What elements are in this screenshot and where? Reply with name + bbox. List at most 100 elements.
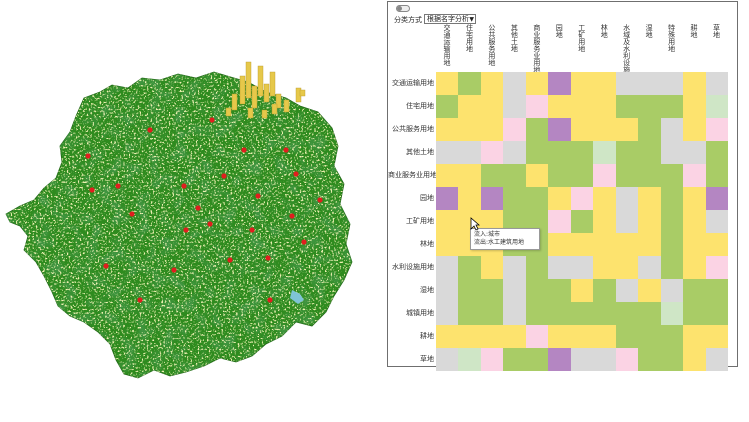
matrix-cell[interactable] [525,95,549,118]
matrix-cell[interactable] [503,348,527,371]
matrix-cell[interactable] [683,348,706,371]
matrix-cell[interactable] [480,187,504,210]
matrix-cell[interactable] [615,210,639,233]
matrix-cell[interactable] [570,279,594,302]
matrix-cell[interactable] [570,325,594,348]
matrix-cell[interactable] [458,72,482,95]
matrix-cell[interactable] [458,325,482,348]
matrix-cell[interactable] [593,233,617,256]
matrix-cell[interactable] [503,210,527,233]
matrix-cell[interactable] [548,141,572,164]
matrix-cell[interactable] [660,256,684,279]
matrix-cell[interactable] [436,72,459,95]
matrix-cell[interactable] [705,187,729,210]
matrix-cell[interactable] [525,256,549,279]
matrix-cell[interactable] [458,302,482,325]
matrix-cell[interactable] [436,325,459,348]
matrix-cell[interactable] [503,164,527,187]
matrix-cell[interactable] [548,279,572,302]
matrix-cell[interactable] [615,302,639,325]
matrix-cell[interactable] [683,118,706,141]
matrix-cell[interactable] [683,233,706,256]
matrix-cell[interactable] [593,72,617,95]
matrix-cell[interactable] [705,325,729,348]
matrix-cell[interactable] [458,187,482,210]
matrix-cell[interactable] [503,325,527,348]
matrix-cell[interactable] [525,141,549,164]
matrix-cell[interactable] [570,95,594,118]
matrix-cell[interactable] [705,164,729,187]
matrix-cell[interactable] [458,95,482,118]
matrix-cell[interactable] [660,141,684,164]
matrix-cell[interactable] [480,256,504,279]
matrix-cell[interactable] [683,210,706,233]
matrix-cell[interactable] [638,279,662,302]
matrix-cell[interactable] [660,118,684,141]
matrix-cell[interactable] [660,348,684,371]
matrix-cell[interactable] [436,95,459,118]
matrix-cell[interactable] [548,302,572,325]
matrix-cell[interactable] [548,210,572,233]
matrix-cell[interactable] [525,187,549,210]
matrix-cell[interactable] [480,325,504,348]
matrix-cell[interactable] [503,72,527,95]
matrix-cell[interactable] [548,325,572,348]
matrix-cell[interactable] [503,302,527,325]
matrix-cell[interactable] [458,256,482,279]
matrix-grid[interactable] [436,72,729,371]
matrix-cell[interactable] [683,72,706,95]
matrix-cell[interactable] [436,279,459,302]
matrix-cell[interactable] [548,95,572,118]
matrix-cell[interactable] [638,72,662,95]
matrix-cell[interactable] [660,233,684,256]
matrix-cell[interactable] [570,256,594,279]
matrix-cell[interactable] [480,302,504,325]
matrix-cell[interactable] [615,256,639,279]
matrix-cell[interactable] [593,164,617,187]
matrix-cell[interactable] [660,164,684,187]
matrix-cell[interactable] [436,118,459,141]
matrix-cell[interactable] [570,210,594,233]
matrix-cell[interactable] [660,72,684,95]
matrix-cell[interactable] [683,325,706,348]
matrix-cell[interactable] [548,233,572,256]
matrix-cell[interactable] [525,210,549,233]
matrix-cell[interactable] [436,187,459,210]
matrix-cell[interactable] [660,95,684,118]
matrix-cell[interactable] [436,256,459,279]
map-view[interactable] [0,0,385,418]
matrix-cell[interactable] [548,187,572,210]
matrix-cell[interactable] [570,118,594,141]
matrix-cell[interactable] [480,72,504,95]
matrix-cell[interactable] [705,302,729,325]
matrix-cell[interactable] [436,164,459,187]
matrix-cell[interactable] [705,72,729,95]
matrix-cell[interactable] [683,95,706,118]
matrix-cell[interactable] [683,187,706,210]
matrix-cell[interactable] [570,72,594,95]
matrix-cell[interactable] [436,210,459,233]
matrix-cell[interactable] [525,325,549,348]
matrix-cell[interactable] [638,118,662,141]
matrix-cell[interactable] [570,141,594,164]
matrix-cell[interactable] [705,348,729,371]
matrix-cell[interactable] [570,233,594,256]
matrix-cell[interactable] [593,141,617,164]
matrix-cell[interactable] [593,302,617,325]
matrix-cell[interactable] [615,348,639,371]
matrix-cell[interactable] [548,164,572,187]
matrix-cell[interactable] [480,164,504,187]
matrix-cell[interactable] [638,164,662,187]
matrix-cell[interactable] [480,95,504,118]
matrix-cell[interactable] [593,325,617,348]
matrix-cell[interactable] [503,187,527,210]
matrix-cell[interactable] [503,95,527,118]
matrix-cell[interactable] [615,72,639,95]
matrix-cell[interactable] [615,233,639,256]
matrix-cell[interactable] [683,256,706,279]
matrix-cell[interactable] [593,95,617,118]
matrix-cell[interactable] [458,279,482,302]
matrix-cell[interactable] [705,256,729,279]
matrix-cell[interactable] [480,279,504,302]
matrix-cell[interactable] [503,141,527,164]
